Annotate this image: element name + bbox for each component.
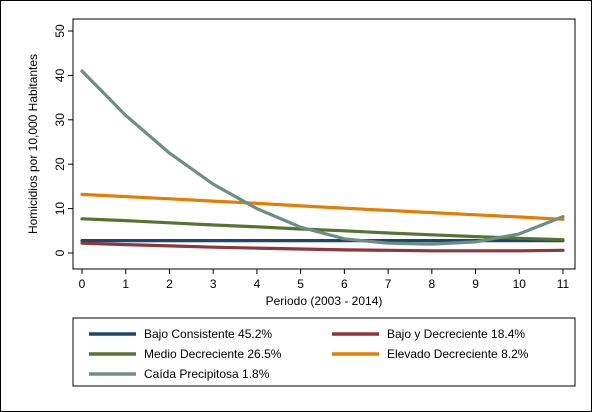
- y-tick-label: 20: [53, 157, 67, 171]
- series-line-2: [80, 217, 565, 242]
- legend-label: Caída Precipitosa 1.8%: [144, 367, 270, 381]
- axes: 0 10 20 30 40 50 0 1 2 3 4 5 6 7 8 9 10 11: [53, 24, 570, 291]
- x-tick-label: 5: [297, 277, 304, 291]
- x-tick-label: 11: [557, 277, 570, 291]
- x-tick-label: 1: [122, 277, 129, 291]
- x-tick-label: 8: [428, 277, 435, 291]
- x-tick-label: 9: [472, 277, 479, 291]
- y-tick-label: 10: [53, 202, 67, 216]
- x-tick-label: 2: [166, 277, 173, 291]
- y-tick-label: 50: [53, 24, 67, 38]
- legend-label: Bajo Consistente 45.2%: [144, 327, 272, 341]
- x-tick-label: 0: [79, 277, 86, 291]
- x-tick-label: 6: [341, 277, 348, 291]
- legend-label: Medio Decreciente 26.5%: [144, 347, 282, 361]
- legend-label: Elevado Decreciente 8.2%: [387, 347, 529, 361]
- series-line-4: [80, 69, 565, 246]
- y-tick-label: 30: [53, 113, 67, 127]
- series-lines: [80, 69, 565, 253]
- x-tick-label: 3: [210, 277, 217, 291]
- legend: Bajo Consistente 45.2% Bajo y Decreciente…: [72, 317, 576, 387]
- y-tick-label: 0: [53, 249, 67, 256]
- series-line-3: [80, 192, 565, 221]
- series-line-1: [80, 241, 565, 253]
- legend-label: Bajo y Decreciente 18.4%: [387, 327, 525, 341]
- x-tick-label: 7: [385, 277, 392, 291]
- x-tick-label: 10: [513, 277, 527, 291]
- x-tick-label: 4: [254, 277, 261, 291]
- y-tick-label: 40: [53, 68, 67, 82]
- legend-box: [72, 317, 576, 387]
- y-axis-title: Homicidios por 10,000 Habitantes: [26, 54, 40, 234]
- x-axis-title: Periodo (2003 - 2014): [266, 294, 383, 308]
